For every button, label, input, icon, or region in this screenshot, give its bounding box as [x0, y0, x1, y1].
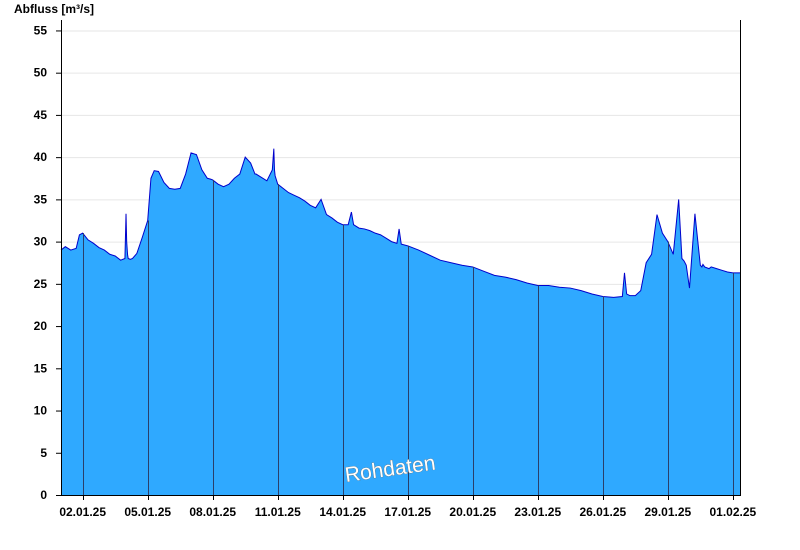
y-tick-label: 45: [34, 108, 48, 122]
y-tick-label: 10: [34, 404, 48, 418]
y-tick-label: 55: [34, 23, 48, 37]
series-line: [60, 148, 740, 298]
plot-area: [60, 148, 740, 495]
day-separators: [83, 179, 734, 495]
x-tick-label: 20.01.25: [449, 505, 496, 519]
y-tick-label: 40: [34, 150, 48, 164]
x-tick-label: 14.01.25: [319, 505, 366, 519]
y-axis-title: Abfluss [m³/s]: [14, 2, 94, 16]
x-tick-label: 01.02.25: [709, 505, 756, 519]
y-tick-label: 50: [34, 66, 48, 80]
x-tick-label: 02.01.25: [59, 505, 106, 519]
x-tick-label: 11.01.25: [255, 505, 301, 519]
x-tick-label: 23.01.25: [514, 505, 561, 519]
y-tick-label: 25: [34, 277, 48, 291]
y-tick-label: 35: [34, 192, 48, 206]
y-tick-label: 5: [40, 446, 47, 460]
y-tick-label: 0: [40, 488, 47, 502]
y-tick-label: 15: [34, 361, 48, 375]
x-tick-label: 08.01.25: [189, 505, 236, 519]
y-tick-label: 20: [34, 319, 48, 333]
axes: 0 5 10 15 20 25 30 35 40 45 50 55 02.01.25 05.01.25 08…: [34, 20, 757, 519]
x-tick-label: 29.01.25: [644, 505, 691, 519]
series-area: [61, 148, 740, 495]
y-tick-label: 30: [34, 235, 48, 249]
x-tick-label: 26.01.25: [579, 505, 626, 519]
x-tick-label: 05.01.25: [124, 505, 171, 519]
x-tick-label: 17.01.25: [384, 505, 431, 519]
